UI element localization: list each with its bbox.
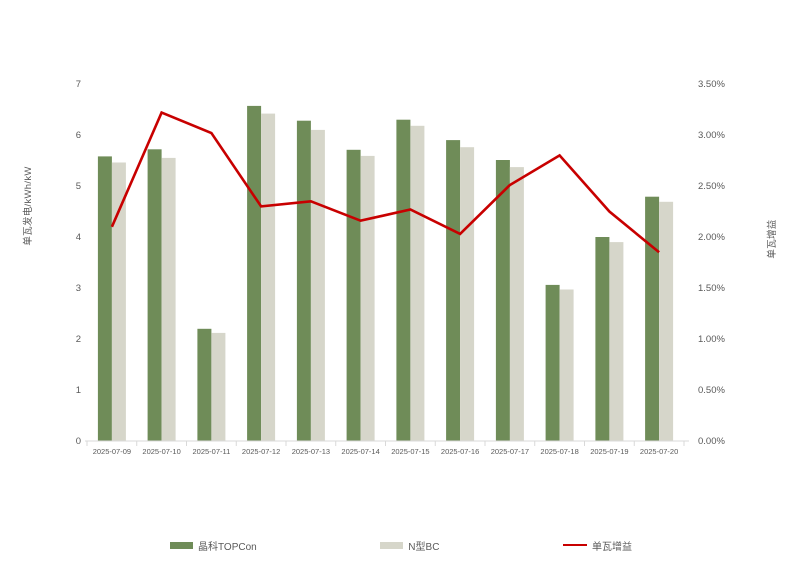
x-tick-label: 2025-07-14 — [341, 447, 379, 456]
y-left-tick-label: 2 — [76, 334, 81, 345]
x-tick-label: 2025-07-10 — [142, 447, 180, 456]
y-right-tick-label: 1.00% — [698, 334, 725, 345]
y-left-tick-label: 4 — [76, 232, 81, 243]
x-tick-label: 2025-07-17 — [491, 447, 529, 456]
bar-nbc — [410, 125, 425, 442]
bar-nbc — [261, 113, 276, 441]
left-axis-title: 单瓦发电/kWh/kW — [23, 166, 34, 246]
y-right-tick-label: 3.50% — [698, 79, 725, 90]
bar-nbc — [609, 242, 624, 441]
bar-nbc — [509, 167, 524, 441]
bar-nbc — [460, 147, 475, 441]
x-tick-label: 2025-07-11 — [192, 447, 230, 456]
x-tick-label: 2025-07-19 — [590, 447, 628, 456]
legend-item-topcon: 晶科TOPCon — [170, 538, 257, 553]
bar-nbc — [161, 157, 176, 441]
y-left-tick-label: 5 — [76, 181, 81, 192]
bar-nbc — [559, 289, 574, 441]
bar-nbc — [360, 155, 375, 441]
legend-item-gain: 单瓦增益 — [562, 538, 632, 553]
y-left-tick-label: 3 — [76, 283, 81, 294]
y-right-tick-label: 2.00% — [698, 232, 725, 243]
gain-line — [110, 110, 660, 254]
y-right-tick-label: 2.50% — [698, 181, 725, 192]
bar-topcon — [495, 160, 510, 441]
bar-topcon — [247, 105, 262, 442]
bar-topcon — [346, 149, 361, 442]
bar-topcon — [97, 156, 112, 441]
x-tick-label: 2025-07-20 — [640, 447, 678, 456]
bar-nbc — [659, 201, 674, 441]
legend-label-gain: 单瓦增益 — [591, 541, 632, 553]
legend-label-topcon: 晶科TOPCon — [198, 541, 257, 553]
x-tick-label: 2025-07-16 — [441, 447, 479, 456]
legend-swatch-gain-line-icon — [562, 543, 587, 547]
y-right-tick-label: 1.50% — [698, 283, 725, 294]
bar-nbc — [310, 129, 325, 441]
legend-label-nbc: N型BC — [408, 541, 440, 553]
right-axis-title: 单瓦增益 — [767, 219, 778, 259]
y-right-tick-label: 0.00% — [698, 436, 725, 447]
bar-topcon — [396, 119, 411, 441]
legend-item-nbc: N型BC — [380, 538, 439, 553]
x-tick-label: 2025-07-09 — [93, 447, 131, 456]
bar-topcon — [147, 149, 162, 442]
legend-swatch-topcon-icon — [170, 541, 193, 549]
bar-topcon — [595, 237, 610, 441]
y-right-tick-label: 3.00% — [698, 130, 725, 141]
bar-topcon — [197, 328, 212, 441]
x-tick-label: 2025-07-18 — [540, 447, 578, 456]
y-left-tick-label: 6 — [76, 130, 81, 141]
bar-nbc — [111, 162, 126, 441]
bar-topcon — [446, 140, 461, 441]
legend: 晶科TOPCon N型BC 单瓦增益 — [170, 537, 632, 553]
y-left-tick-label: 0 — [76, 436, 81, 447]
y-left-tick-label: 1 — [76, 385, 81, 396]
bar-topcon — [545, 284, 560, 441]
bar-nbc — [211, 332, 226, 441]
x-tick-label: 2025-07-12 — [242, 447, 280, 456]
y-right-tick-label: 0.50% — [698, 385, 725, 396]
bar-topcon — [296, 120, 311, 441]
bar-topcon — [645, 196, 660, 441]
x-tick-label: 2025-07-15 — [391, 447, 429, 456]
legend-swatch-nbc-icon — [380, 541, 404, 549]
x-tick-label: 2025-07-13 — [292, 447, 330, 456]
y-left-tick-label: 7 — [76, 79, 81, 90]
